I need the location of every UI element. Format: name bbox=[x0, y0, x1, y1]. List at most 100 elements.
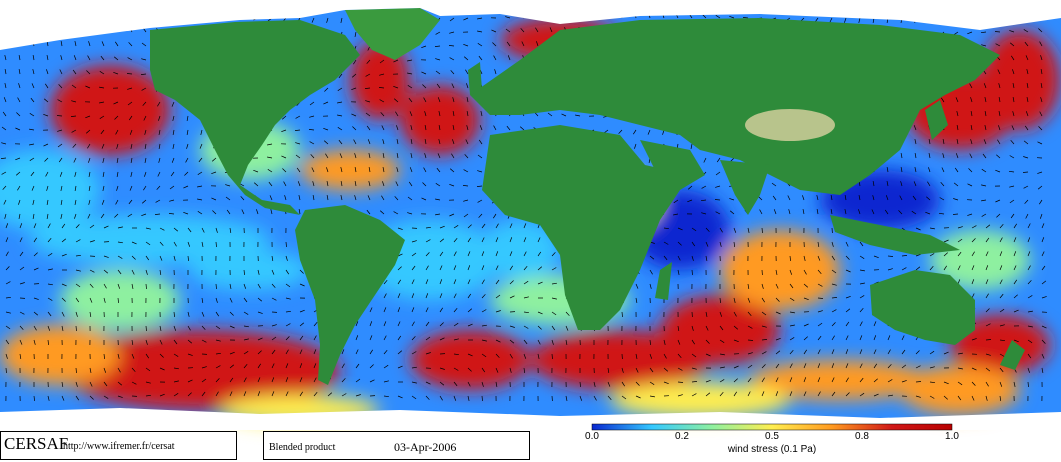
wind-vector bbox=[85, 115, 91, 119]
wind-vector bbox=[311, 17, 315, 23]
wind-vector bbox=[368, 167, 371, 173]
wind-vector bbox=[257, 269, 260, 275]
wind-vector bbox=[677, 269, 680, 275]
wind-vector bbox=[729, 15, 735, 19]
wind-vector bbox=[229, 297, 233, 303]
wind-vector bbox=[46, 213, 49, 219]
wind-vector bbox=[914, 167, 917, 173]
wind-vector bbox=[144, 143, 147, 149]
wind-vector bbox=[649, 353, 653, 359]
wind-vector bbox=[338, 139, 343, 145]
wind-vector bbox=[481, 265, 485, 271]
wind-vector bbox=[789, 377, 793, 383]
wind-vector bbox=[295, 115, 301, 119]
wind-vector bbox=[47, 223, 51, 229]
wind-vector bbox=[267, 156, 273, 159]
wind-vector bbox=[253, 182, 259, 187]
wind-vector bbox=[103, 367, 107, 373]
wind-vector bbox=[215, 352, 221, 355]
wind-vector bbox=[495, 237, 499, 243]
wind-vector bbox=[887, 335, 891, 341]
wind-vector bbox=[145, 325, 147, 332]
wind-vector bbox=[999, 395, 1002, 401]
wind-vector bbox=[911, 210, 917, 215]
wind-vector bbox=[1009, 30, 1015, 33]
wind-vector bbox=[929, 395, 935, 399]
wind-vector bbox=[561, 113, 567, 117]
wind-vector bbox=[495, 310, 501, 313]
wind-vector bbox=[369, 307, 373, 313]
wind-vector bbox=[967, 31, 973, 35]
wind-vector bbox=[537, 311, 543, 315]
wind-vector bbox=[145, 283, 147, 290]
wind-vector bbox=[565, 339, 568, 345]
wind-vector bbox=[75, 269, 81, 272]
wind-vector bbox=[495, 353, 500, 358]
wind-vector bbox=[1013, 294, 1018, 299]
wind-vector bbox=[156, 185, 161, 190]
wind-vector bbox=[970, 97, 973, 103]
wind-vector bbox=[942, 139, 945, 145]
wind-vector bbox=[929, 265, 934, 271]
wind-vector bbox=[327, 392, 333, 397]
wind-vector bbox=[999, 339, 1006, 342]
wind-vector bbox=[523, 325, 529, 329]
stress-patch bbox=[980, 30, 1060, 130]
wind-vector bbox=[859, 392, 865, 397]
wind-vector bbox=[409, 167, 413, 173]
wind-vector bbox=[788, 209, 791, 215]
wind-vector bbox=[44, 157, 49, 162]
wind-vector bbox=[705, 227, 710, 232]
wind-vector bbox=[75, 254, 81, 257]
wind-vector bbox=[802, 209, 805, 215]
wind-vector bbox=[493, 213, 497, 219]
eurasia bbox=[470, 18, 1000, 195]
wind-vector bbox=[145, 339, 148, 345]
wind-vector bbox=[173, 339, 178, 345]
wind-vector bbox=[5, 251, 9, 257]
wind-vector bbox=[425, 279, 429, 285]
wind-vector bbox=[901, 364, 907, 369]
wind-vector bbox=[154, 213, 161, 215]
stress-patch bbox=[750, 360, 930, 400]
wind-vector bbox=[369, 335, 373, 341]
wind-vector bbox=[817, 283, 823, 287]
wind-vector bbox=[467, 381, 471, 387]
wind-vector bbox=[985, 237, 990, 243]
wind-vector bbox=[859, 349, 863, 355]
wind-vector bbox=[215, 365, 221, 369]
wind-vector bbox=[141, 58, 147, 61]
org-name: CERSAF bbox=[4, 434, 69, 453]
wind-vector bbox=[449, 213, 455, 217]
wind-vector bbox=[338, 73, 343, 79]
wind-vector bbox=[999, 265, 1003, 271]
wind-vector bbox=[719, 353, 725, 356]
wind-vector bbox=[423, 167, 427, 173]
wind-vector bbox=[928, 153, 931, 159]
wind-vector bbox=[466, 111, 469, 117]
wind-vector bbox=[817, 269, 822, 275]
wind-vector bbox=[285, 363, 289, 369]
new-zealand bbox=[1000, 340, 1025, 370]
wind-vector bbox=[985, 279, 989, 285]
wind-vector bbox=[715, 15, 721, 19]
wind-vector bbox=[61, 311, 65, 317]
wind-vector bbox=[215, 391, 219, 397]
wind-vector bbox=[943, 395, 948, 400]
wind-vector bbox=[817, 349, 821, 355]
wind-vector bbox=[505, 28, 511, 33]
org-url[interactable]: http://www.ifremer.fr/cersat bbox=[63, 441, 175, 452]
wind-vector bbox=[397, 293, 401, 299]
wind-vector bbox=[761, 339, 768, 341]
wind-vector bbox=[173, 241, 177, 247]
wind-vector bbox=[411, 351, 417, 355]
wind-vector bbox=[168, 213, 175, 215]
wind-vector bbox=[59, 171, 63, 177]
wind-vector bbox=[424, 111, 427, 117]
wind-vector bbox=[477, 30, 483, 33]
wind-vector bbox=[285, 336, 290, 341]
wind-vector bbox=[901, 335, 905, 341]
wind-vector bbox=[243, 325, 249, 328]
wind-vector bbox=[1024, 199, 1029, 204]
wind-vector bbox=[131, 269, 135, 275]
